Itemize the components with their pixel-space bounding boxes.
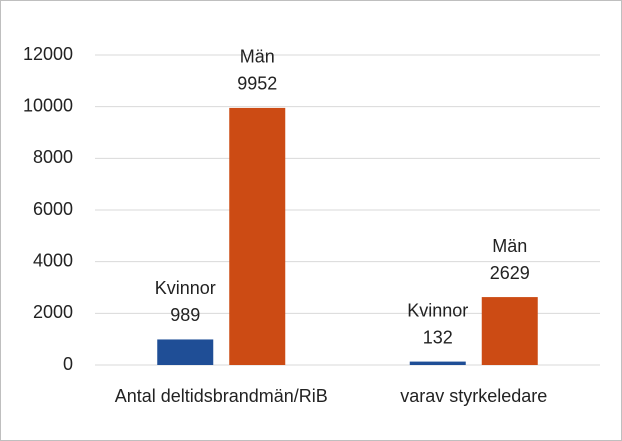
x-tick-label: Antal deltidsbrandmän/RiB [115,386,328,406]
x-tick-label: varav styrkeledare [400,386,547,406]
bar [409,361,466,365]
y-tick-label: 2000 [33,302,73,322]
data-label: 9952 [237,74,277,94]
bar [481,297,538,365]
y-tick-label: 8000 [33,147,73,167]
data-label-name: Män [240,47,275,67]
y-tick-label: 0 [63,354,73,374]
bar [229,107,286,365]
data-label: 132 [423,327,453,347]
y-tick-label: 4000 [33,250,73,270]
data-label: 2629 [490,263,530,283]
data-label: 989 [170,305,200,325]
y-tick-label: 6000 [33,199,73,219]
data-label-name: Kvinnor [407,300,468,320]
y-tick-label: 10000 [23,95,73,115]
data-label-name: Kvinnor [155,278,216,298]
data-label-name: Män [492,236,527,256]
bar [157,339,214,365]
y-tick-label: 12000 [23,44,73,64]
